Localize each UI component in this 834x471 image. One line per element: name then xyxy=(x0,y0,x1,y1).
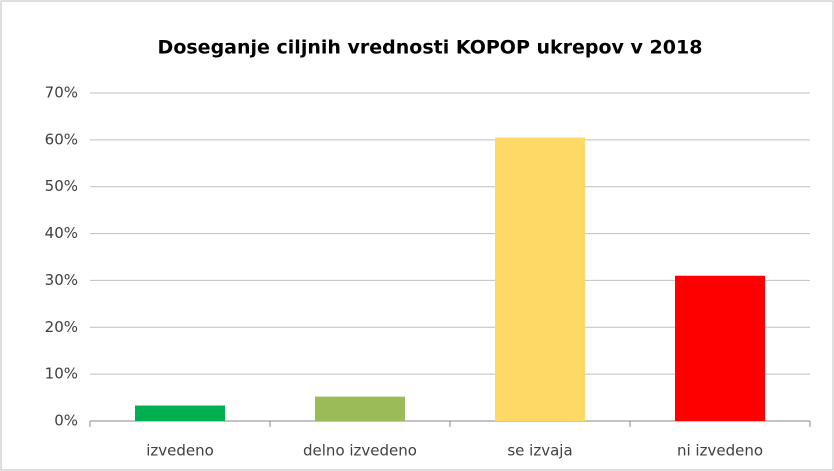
x-tick-label: ni izvedeno xyxy=(677,442,763,460)
x-tick-label: izvedeno xyxy=(146,442,214,460)
y-tick-label: 10% xyxy=(45,365,78,383)
y-tick-label: 20% xyxy=(45,318,78,336)
bar xyxy=(315,396,405,421)
bar xyxy=(135,405,225,421)
bar xyxy=(675,275,765,421)
chart-title: Doseganje ciljnih vrednosti KOPOP ukrepo… xyxy=(158,37,703,59)
y-tick-label: 30% xyxy=(45,271,78,289)
x-tick-label: delno izvedeno xyxy=(303,442,417,460)
bar xyxy=(495,137,585,421)
y-tick-label: 60% xyxy=(45,130,78,148)
y-tick-label: 50% xyxy=(45,177,78,195)
x-tick-label: se izvaja xyxy=(507,442,572,460)
y-tick-label: 0% xyxy=(54,412,78,430)
y-tick-label: 70% xyxy=(45,84,78,102)
y-tick-label: 40% xyxy=(45,224,78,242)
